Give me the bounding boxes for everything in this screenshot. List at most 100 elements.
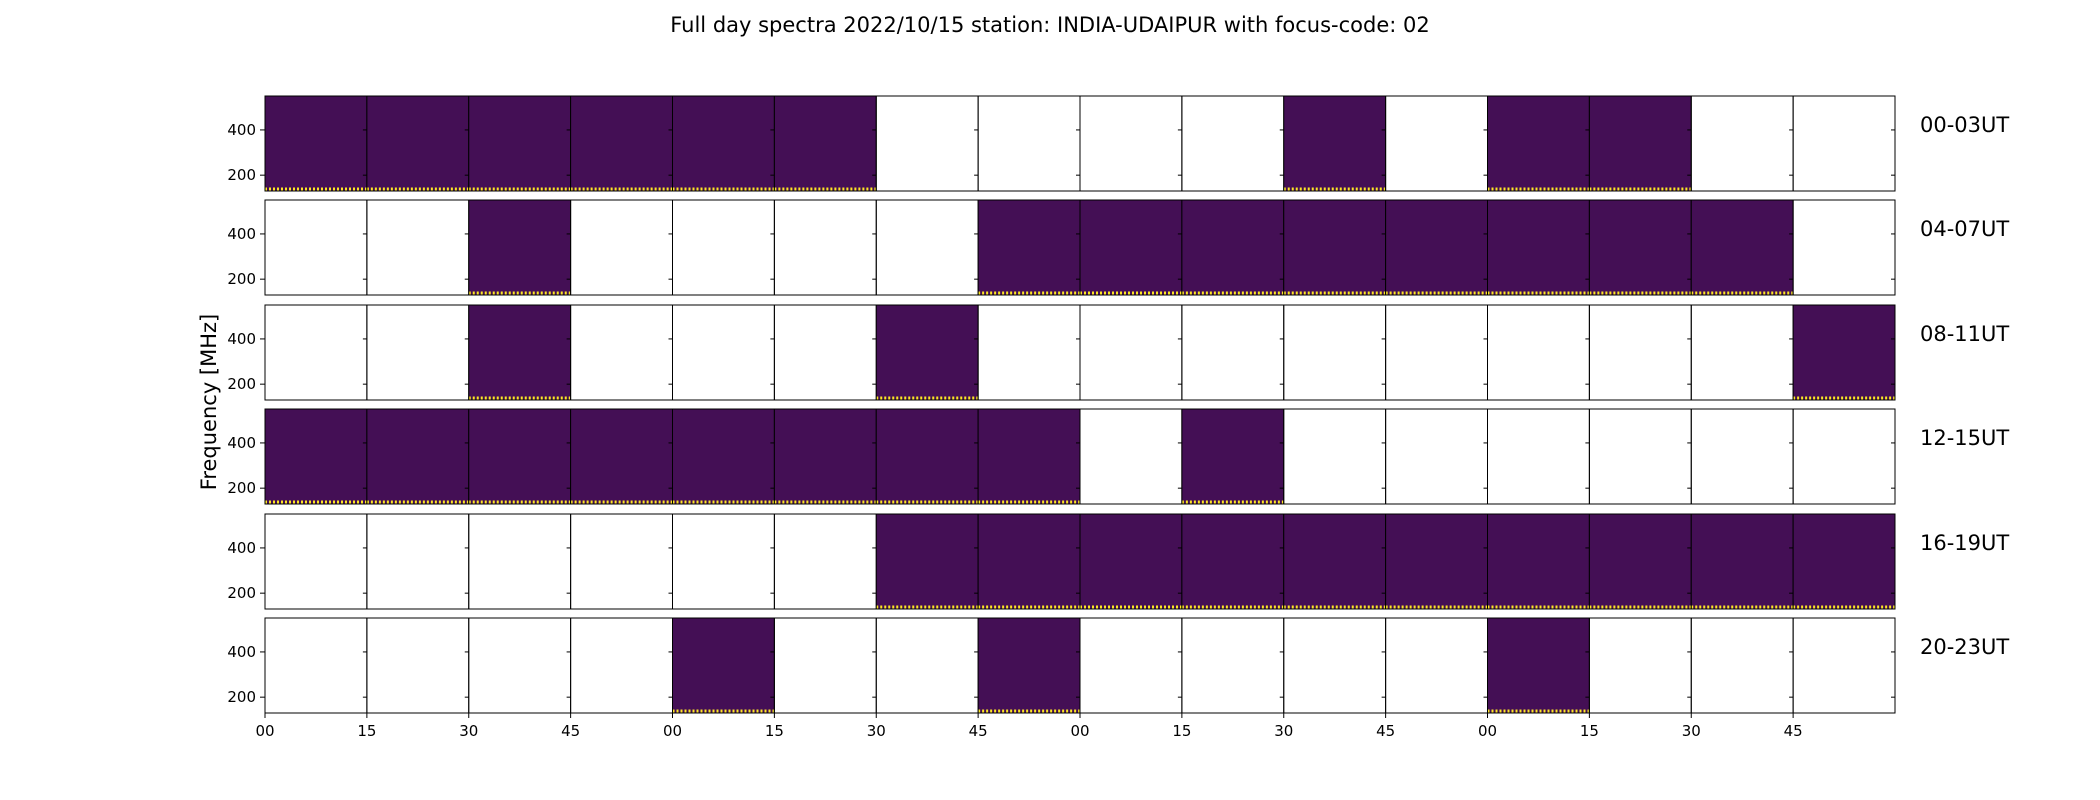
panel-frame bbox=[366, 199, 470, 296]
spectrum-panel bbox=[264, 513, 368, 610]
panel-frame bbox=[1487, 304, 1590, 401]
panel-frame bbox=[264, 617, 368, 714]
panel-frame bbox=[570, 513, 673, 610]
spectrum-panel bbox=[1690, 304, 1794, 401]
spectrum-panel bbox=[1283, 617, 1387, 714]
spectrum-fill bbox=[570, 96, 673, 191]
x-tick-label: 00 bbox=[1070, 722, 1089, 740]
spectrum-fill bbox=[1589, 96, 1692, 191]
spectrum-panel bbox=[773, 95, 877, 192]
panel-frame bbox=[1181, 304, 1285, 401]
spectra-row: 400 200 16-19UT bbox=[227, 513, 2009, 610]
spectrum-panel bbox=[1181, 513, 1285, 610]
panel-frame bbox=[1079, 408, 1183, 505]
spectrum-panel bbox=[1385, 513, 1488, 610]
spectrum-panel bbox=[977, 199, 1081, 296]
panel-frame bbox=[1792, 199, 1896, 296]
y-tick-label: 200 bbox=[227, 584, 256, 602]
spectrum-panel bbox=[1487, 617, 1590, 714]
spectrum-fill bbox=[1181, 409, 1284, 504]
spectrum-panel bbox=[570, 408, 673, 505]
spectrum-panel bbox=[1690, 408, 1794, 505]
spectrum-fill bbox=[1080, 514, 1182, 609]
x-tick-label: 00 bbox=[663, 722, 682, 740]
panel-frame bbox=[773, 617, 877, 714]
spectrum-panel bbox=[875, 408, 979, 505]
spectra-row: 400 200 12-15UT bbox=[227, 408, 2009, 505]
panel-frame bbox=[468, 617, 572, 714]
panel-frame bbox=[875, 199, 979, 296]
panel-frame bbox=[1690, 304, 1794, 401]
spectrum-fill bbox=[468, 200, 571, 295]
spectrum-panel bbox=[875, 199, 979, 296]
spectrum-panel bbox=[570, 513, 673, 610]
spectrum-fill bbox=[876, 305, 979, 400]
spectrum-panel bbox=[1079, 513, 1183, 610]
spectrum-panel bbox=[1181, 617, 1285, 714]
spectra-row: 400 200 04-07UT bbox=[227, 199, 2009, 296]
panel-frame bbox=[1385, 304, 1488, 401]
panel-frame bbox=[773, 513, 877, 610]
spectra-rows: 40020000-03UT40020004-07UT40020008-11UT4… bbox=[227, 95, 2009, 714]
spectrum-fill bbox=[570, 409, 673, 504]
x-tick-label: 15 bbox=[1172, 722, 1191, 740]
spectrum-panel bbox=[1487, 199, 1590, 296]
spectrum-fill bbox=[366, 96, 469, 191]
panel-frame bbox=[1487, 408, 1590, 505]
panel-frame bbox=[1792, 304, 1896, 401]
spectrum-fill bbox=[468, 305, 571, 400]
panel-frame bbox=[875, 95, 979, 192]
spectrum-panel bbox=[1690, 513, 1794, 610]
spectrum-panel bbox=[1690, 95, 1794, 192]
x-tick-label: 30 bbox=[1274, 722, 1293, 740]
figure-title: Full day spectra 2022/10/15 station: IND… bbox=[670, 13, 1430, 37]
panel-frame bbox=[1792, 617, 1896, 714]
spectra-row: 400 200 20-23UT bbox=[227, 617, 2009, 714]
spectrum-panel bbox=[1079, 408, 1183, 505]
spectrum-panel bbox=[1283, 199, 1387, 296]
spectrum-panel bbox=[1283, 304, 1387, 401]
row-label: 16-19UT bbox=[1920, 531, 2009, 555]
panel-frame bbox=[366, 513, 470, 610]
spectrum-panel bbox=[773, 513, 877, 610]
spectrum-panel bbox=[672, 95, 775, 192]
panel-frame bbox=[264, 304, 368, 401]
spectrum-panel bbox=[977, 95, 1081, 192]
panel-frame bbox=[1385, 408, 1488, 505]
spectrum-panel bbox=[264, 408, 368, 505]
spectrum-fill bbox=[1080, 200, 1182, 295]
spectrum-panel bbox=[1588, 199, 1692, 296]
spectrum-panel bbox=[977, 304, 1081, 401]
spectrum-fill bbox=[672, 409, 775, 504]
spectrum-panel bbox=[1079, 199, 1183, 296]
spectrum-panel bbox=[1487, 304, 1590, 401]
panel-frame bbox=[977, 95, 1081, 192]
spectrum-fill bbox=[876, 514, 979, 609]
panel-frame bbox=[570, 304, 673, 401]
spectrum-panel bbox=[1385, 617, 1488, 714]
spectrum-panel bbox=[468, 513, 572, 610]
spectrum-fill bbox=[265, 96, 367, 191]
panel-frame bbox=[1588, 617, 1692, 714]
y-tick-label: 200 bbox=[227, 688, 256, 706]
spectrum-panel bbox=[1181, 199, 1285, 296]
panel-frame bbox=[1792, 513, 1896, 610]
y-tick-label: 400 bbox=[227, 330, 256, 348]
spectrum-fill bbox=[978, 514, 1080, 609]
spectrum-fill bbox=[1793, 305, 1895, 400]
spectrum-fill bbox=[265, 409, 367, 504]
spectrum-fill bbox=[774, 96, 877, 191]
spectrum-fill bbox=[1589, 514, 1692, 609]
spectrum-panel bbox=[1690, 199, 1794, 296]
spectrum-panel bbox=[1385, 304, 1488, 401]
spectrum-fill bbox=[1487, 618, 1590, 713]
panel-frame bbox=[468, 513, 572, 610]
spectrum-panel bbox=[468, 617, 572, 714]
panel-frame bbox=[1079, 95, 1183, 192]
panel-frame bbox=[1181, 95, 1285, 192]
spectrum-panel bbox=[1588, 304, 1692, 401]
panel-frame bbox=[1792, 408, 1896, 505]
spectrum-panel bbox=[1181, 408, 1285, 505]
panel-frame bbox=[875, 617, 979, 714]
